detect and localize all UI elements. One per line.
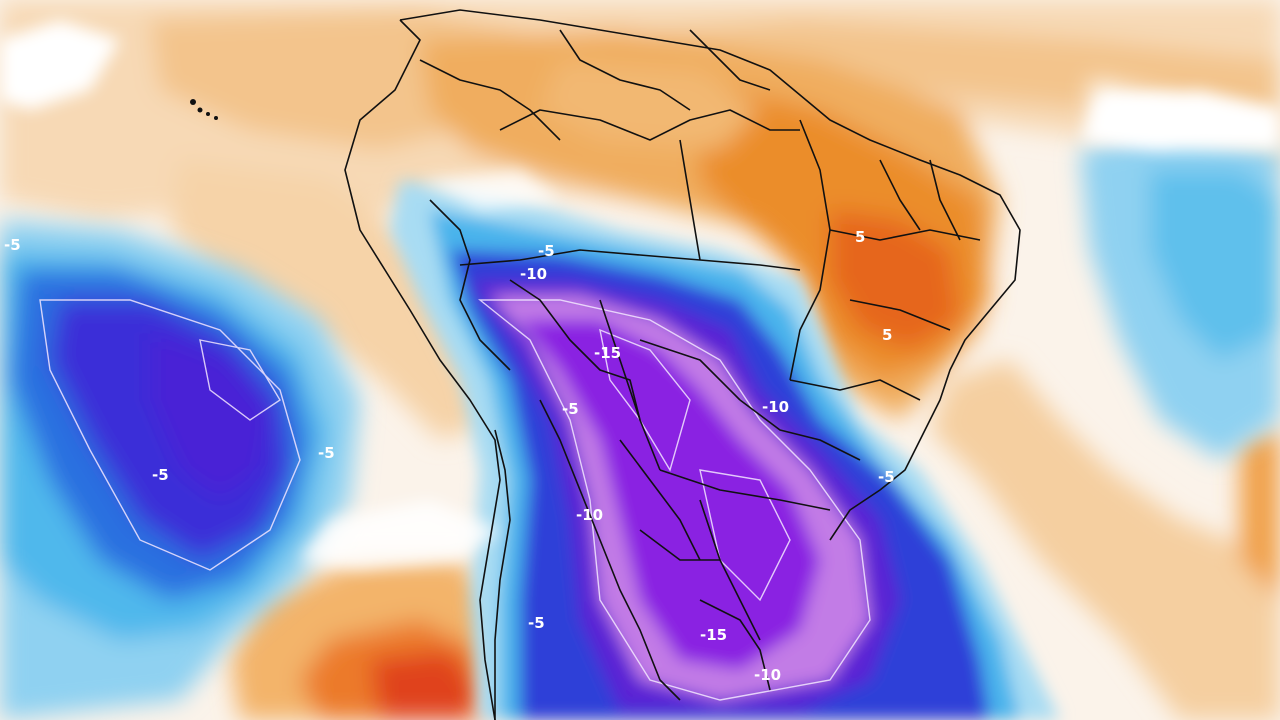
contour-label: -5 (4, 236, 21, 254)
contour-label: -5 (528, 614, 545, 632)
brazil-west-border (459, 249, 801, 271)
brazil-border-north (499, 109, 800, 141)
country-borders (344, 9, 1021, 720)
contour-label: -10 (576, 506, 603, 524)
contour-label: -5 (152, 466, 169, 484)
contour-label: 5 (882, 326, 892, 344)
cool-anomaly-field-pacific (0, 220, 360, 720)
brazil-state-lines-11 (639, 529, 720, 561)
brazil-state-lines-12 (879, 159, 921, 231)
bolivia-border (509, 279, 641, 421)
contour-lines (39, 299, 871, 701)
contour-label: -15 (594, 344, 621, 362)
south-america-outline (344, 19, 501, 720)
contour-label: -15 (700, 626, 727, 644)
contour-label: -5 (318, 444, 335, 462)
argentina-border (539, 399, 681, 701)
uruguay-border (699, 599, 771, 691)
peru-bolivia-border (429, 199, 511, 371)
colombia-border (419, 59, 561, 141)
cool-anomaly-field-atlantic (1080, 80, 1280, 460)
brazil-state-lines-8 (599, 299, 661, 471)
brazil-state-lines-2 (789, 119, 831, 381)
brazil-state-lines-5 (789, 379, 921, 401)
guianas-border (689, 29, 771, 91)
contour-label: 5 (855, 228, 865, 246)
contour-label: -5 (562, 400, 579, 418)
paraguay-border (619, 439, 701, 561)
brazil-state-lines-9 (659, 469, 831, 511)
contour-label: -10 (762, 398, 789, 416)
contour-label: -10 (754, 666, 781, 684)
brazil-state-lines-6 (739, 399, 861, 461)
contour-label: -10 (520, 265, 547, 283)
islands (190, 99, 218, 120)
contour-label: -5 (538, 242, 555, 260)
brazil-state-lines-4 (849, 299, 951, 331)
brazil-state-lines-3 (829, 229, 981, 241)
neutral-bands (0, 20, 1280, 570)
contour-label: -5 (878, 468, 895, 486)
brazil-state-lines-10 (699, 499, 761, 641)
brazil-state-lines-1 (679, 139, 701, 261)
brazil-state-lines-7 (639, 339, 741, 401)
chile-coast (494, 429, 511, 720)
brazil-state-lines-13 (929, 159, 961, 241)
venezuela-border (559, 29, 691, 111)
north-coast (399, 9, 1021, 541)
cold-anomaly-core (390, 180, 1060, 720)
contour-labels: -5 -10 -15 -10 -5 -5 -5 -10 -5 -15 -10 -… (4, 228, 895, 684)
